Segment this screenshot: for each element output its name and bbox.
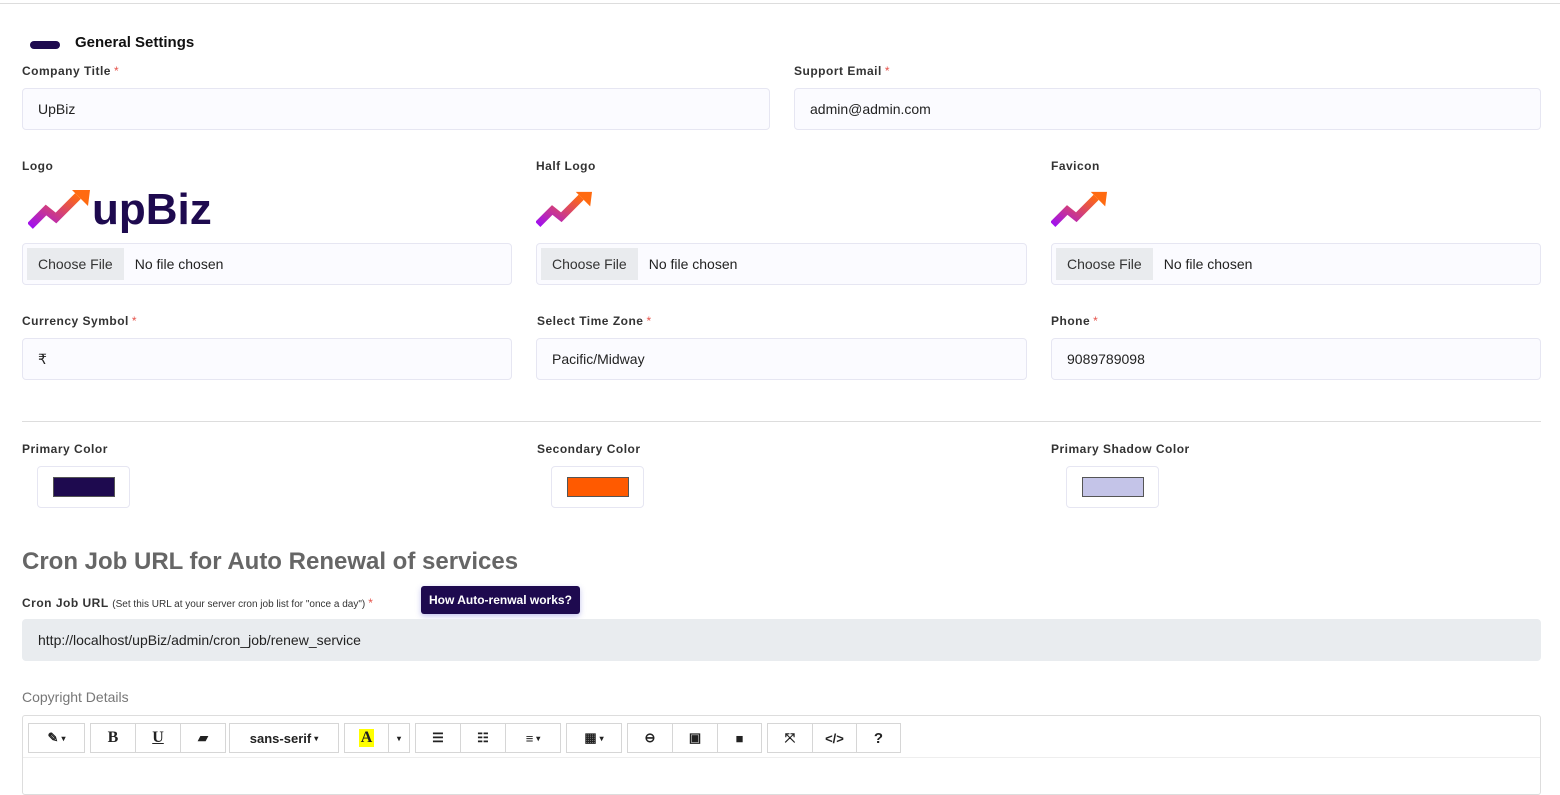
code-view-button[interactable]: </> bbox=[812, 723, 857, 753]
top-divider bbox=[0, 3, 1560, 4]
font-name: sans-serif bbox=[249, 730, 312, 746]
half-logo-file-input[interactable]: Choose File No file chosen bbox=[536, 243, 1027, 285]
logo-arrow-icon bbox=[28, 190, 90, 229]
cron-label: Cron Job URL (Set this URL at your serve… bbox=[22, 596, 374, 610]
logo-file-input[interactable]: Choose File No file chosen bbox=[22, 243, 512, 285]
fullscreen-button[interactable]: ⤧ bbox=[767, 723, 813, 753]
currency-label: Currency Symbol * bbox=[22, 314, 138, 328]
magic-wand-icon: ✎ bbox=[47, 730, 59, 745]
table-icon: ▦ bbox=[584, 730, 597, 745]
style-button[interactable]: ✎ ▾ bbox=[28, 723, 85, 753]
file-status: No file chosen bbox=[134, 256, 224, 272]
file-status: No file chosen bbox=[1163, 256, 1253, 272]
choose-file-button[interactable]: Choose File bbox=[1056, 248, 1153, 280]
chevron-down-icon: ▾ bbox=[396, 733, 401, 743]
align-icon: ≡ bbox=[525, 730, 534, 746]
favicon-image bbox=[1050, 190, 1107, 235]
copyright-label: Copyright Details bbox=[22, 689, 129, 705]
chevron-down-icon: ▾ bbox=[61, 733, 66, 743]
support-email-input[interactable]: admin@admin.com bbox=[794, 88, 1541, 130]
section-title: General Settings bbox=[75, 34, 195, 51]
chevron-down-icon: ▾ bbox=[536, 733, 541, 743]
secondary-color-picker[interactable] bbox=[551, 466, 644, 508]
half-logo-image bbox=[535, 190, 592, 235]
timezone-select[interactable]: Pacific/Midway bbox=[536, 338, 1027, 380]
primary-color-picker[interactable] bbox=[37, 466, 130, 508]
ordered-list-button[interactable]: ☷ bbox=[460, 723, 506, 753]
currency-input[interactable]: ₹ bbox=[22, 338, 512, 380]
link-button[interactable]: ⊖ bbox=[627, 723, 673, 753]
help-button[interactable]: ? bbox=[856, 723, 901, 753]
timezone-label: Select Time Zone * bbox=[537, 314, 652, 328]
eraser-button[interactable]: ▰ bbox=[180, 723, 226, 753]
choose-file-button[interactable]: Choose File bbox=[27, 248, 124, 280]
how-auto-renewal-works-button[interactable]: How Auto-renwal works? bbox=[421, 586, 580, 614]
file-status: No file chosen bbox=[648, 256, 738, 272]
divider bbox=[22, 421, 1541, 422]
color-swatch bbox=[567, 477, 629, 497]
chevron-down-icon: ▾ bbox=[599, 733, 604, 743]
text-color-dropdown[interactable]: ▾ bbox=[388, 723, 410, 753]
company-title-label: Company Title * bbox=[22, 64, 120, 78]
picture-button[interactable]: ▣ bbox=[672, 723, 718, 753]
font-color-icon: A bbox=[358, 729, 375, 747]
color-swatch bbox=[1082, 477, 1144, 497]
unordered-list-button[interactable]: ☰ bbox=[415, 723, 461, 753]
logo-label: Logo bbox=[22, 159, 54, 173]
half-logo-label: Half Logo bbox=[536, 159, 596, 173]
company-title-input[interactable]: UpBiz bbox=[22, 88, 770, 130]
bold-button[interactable]: B bbox=[90, 723, 136, 753]
color-swatch bbox=[53, 477, 115, 497]
logo-image: upBiz bbox=[28, 188, 212, 232]
phone-label: Phone * bbox=[1051, 314, 1099, 328]
font-family-dropdown[interactable]: sans-serif ▾ bbox=[229, 723, 339, 753]
primary-color-label: Primary Color bbox=[22, 442, 108, 456]
cron-heading: Cron Job URL for Auto Renewal of service… bbox=[22, 548, 519, 575]
toolbar-divider bbox=[23, 757, 1540, 758]
choose-file-button[interactable]: Choose File bbox=[541, 248, 638, 280]
cron-url-input[interactable]: http://localhost/upBiz/admin/cron_job/re… bbox=[22, 619, 1541, 661]
chevron-down-icon: ▾ bbox=[314, 733, 319, 743]
phone-input[interactable]: 9089789098 bbox=[1051, 338, 1541, 380]
table-button[interactable]: ▦ ▾ bbox=[566, 723, 622, 753]
shadow-color-label: Primary Shadow Color bbox=[1051, 442, 1190, 456]
shadow-color-picker[interactable] bbox=[1066, 466, 1159, 508]
underline-button[interactable]: U bbox=[135, 723, 181, 753]
secondary-color-label: Secondary Color bbox=[537, 442, 641, 456]
text-color-button[interactable]: A bbox=[344, 723, 389, 753]
section-marker bbox=[30, 41, 60, 49]
favicon-label: Favicon bbox=[1051, 159, 1100, 173]
video-button[interactable]: ■ bbox=[717, 723, 762, 753]
paragraph-align-button[interactable]: ≡ ▾ bbox=[505, 723, 561, 753]
favicon-file-input[interactable]: Choose File No file chosen bbox=[1051, 243, 1541, 285]
support-email-label: Support Email * bbox=[794, 64, 891, 78]
